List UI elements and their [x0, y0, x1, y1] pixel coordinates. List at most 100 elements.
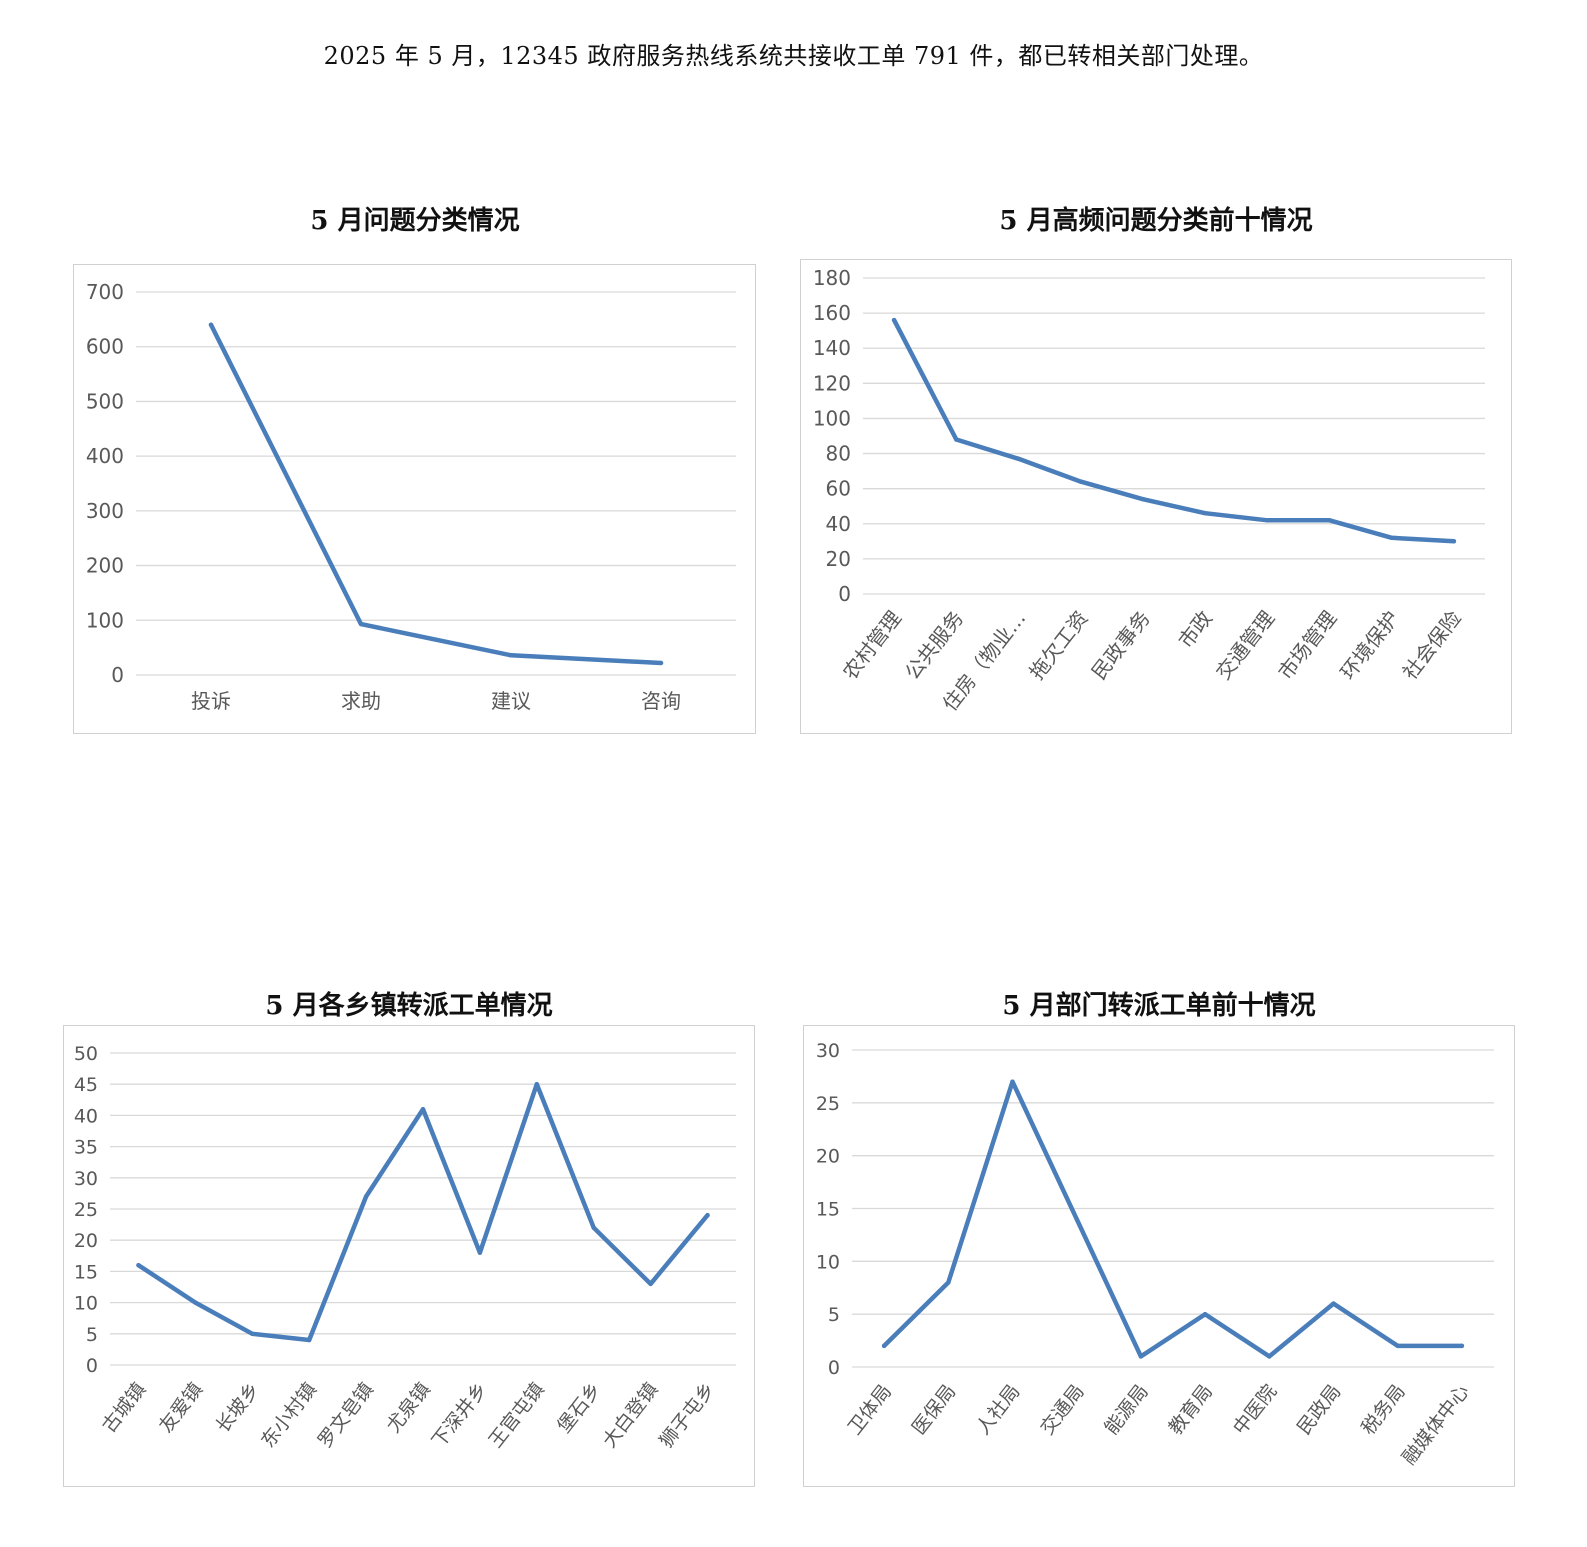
data-point	[363, 1194, 369, 1199]
data-point	[1327, 518, 1332, 523]
data-point	[534, 1082, 540, 1087]
y-tick-label: 10	[74, 1293, 98, 1315]
y-tick-label: 0	[111, 663, 124, 687]
x-category-label: 人社局	[972, 1381, 1024, 1439]
y-tick-label: 20	[826, 547, 851, 571]
y-tick-label: 200	[86, 554, 124, 578]
y-tick-label: 100	[86, 608, 124, 632]
x-category-label: 咨询	[641, 689, 681, 713]
x-category-label: 东小村镇	[257, 1379, 321, 1452]
data-point	[193, 1300, 198, 1305]
y-tick-label: 5	[86, 1324, 98, 1346]
x-category-label: 王官屯镇	[485, 1379, 549, 1452]
y-tick-label: 500	[86, 389, 124, 413]
chart-3-title: 5 月各乡镇转派工单情况	[265, 991, 553, 1021]
y-tick-label: 30	[816, 1040, 840, 1062]
data-point	[136, 1262, 141, 1268]
series-line	[891, 317, 1457, 544]
intro-text: 2025 年 5 月，12345 政府服务热线系统共接收工单 791 件，都已转…	[323, 42, 1264, 70]
y-tick-label: 0	[86, 1355, 98, 1377]
y-tick-label: 100	[813, 406, 851, 430]
y-tick-label: 35	[74, 1137, 98, 1159]
x-category-label: 民政事务	[1087, 606, 1155, 684]
data-point	[1331, 1301, 1336, 1306]
y-tick-label: 50	[74, 1043, 98, 1065]
data-point	[477, 1250, 483, 1255]
data-point	[1459, 1343, 1465, 1349]
data-point	[1010, 1079, 1015, 1084]
x-category-label: 下深井乡	[428, 1379, 492, 1452]
data-point	[705, 1213, 710, 1218]
y-tick-label: 10	[816, 1251, 840, 1273]
x-category-label: 建议	[491, 689, 531, 713]
y-tick-label: 600	[86, 335, 124, 359]
y-tick-label: 5	[828, 1304, 840, 1326]
x-category-label: 中医院	[1229, 1381, 1281, 1439]
data-point	[208, 322, 214, 328]
data-point	[1451, 539, 1457, 544]
x-category-label: 罗文皂镇	[314, 1379, 378, 1452]
y-tick-label: 400	[86, 444, 124, 468]
data-point	[358, 621, 364, 627]
chart-2-svg: 020406080100120140160180农村管理公共服务住房（物业…拖欠…	[813, 266, 1485, 716]
y-tick-label: 15	[74, 1261, 98, 1283]
x-category-label: 狮子屯乡	[655, 1379, 719, 1452]
y-tick-label: 60	[826, 477, 851, 501]
y-tick-label: 80	[826, 442, 851, 466]
y-tick-label: 40	[74, 1105, 98, 1127]
y-tick-label: 180	[813, 266, 851, 290]
y-tick-label: 25	[816, 1093, 840, 1115]
x-category-label: 能源局	[1100, 1381, 1152, 1439]
y-tick-label: 140	[813, 336, 851, 360]
chart-4-svg: 0 5 10 15 20 25 30 卫体局 医保局 人社局 交通局 能源局 教育局 中医院 民政局 税务局融…	[816, 1040, 1494, 1469]
x-category-label: 社会保险	[1398, 606, 1466, 684]
data-point	[648, 1281, 653, 1287]
data-point	[306, 1337, 312, 1343]
x-category-label: 农村管理	[838, 606, 906, 684]
data-point	[591, 1225, 596, 1230]
data-point	[1202, 1311, 1208, 1317]
x-category-label: 古城镇	[98, 1379, 150, 1437]
data-point	[1078, 479, 1083, 484]
x-category-label: 交通局	[1036, 1381, 1088, 1439]
x-category-label: 长坡乡	[212, 1379, 264, 1437]
x-category-label: 友爱镇	[155, 1379, 207, 1437]
data-point	[1140, 497, 1146, 502]
x-category-label: 尤泉镇	[383, 1379, 435, 1437]
chart-4-title: 5 月部门转派工单前十情况	[1002, 991, 1316, 1021]
data-point	[1395, 1343, 1400, 1349]
y-tick-label: 15	[816, 1199, 840, 1221]
chart-2-title: 5 月高频问题分类前十情况	[999, 206, 1313, 236]
data-point	[250, 1331, 255, 1336]
series-line	[881, 1079, 1465, 1359]
data-point	[1202, 511, 1208, 516]
data-point	[508, 653, 514, 658]
y-tick-label: 0	[838, 582, 851, 606]
data-point	[954, 437, 959, 442]
y-tick-label: 45	[74, 1074, 98, 1096]
data-point	[1267, 1354, 1272, 1359]
data-point	[1016, 456, 1021, 462]
data-point	[420, 1106, 426, 1112]
x-category-label: 堡石乡	[553, 1379, 605, 1437]
chart-3: 0 5 10 15 20 25 30 35 40 45 50 古城镇 友爱镇 长坡乡 东小村镇 罗文皂镇 尤泉镇…	[63, 1025, 755, 1487]
x-category-label: 公共服务	[900, 606, 968, 684]
y-tick-label: 40	[826, 512, 851, 536]
data-point	[1389, 535, 1394, 541]
y-tick-label: 0	[828, 1357, 840, 1379]
series-line	[208, 322, 664, 666]
x-category-label: 税务局	[1357, 1381, 1409, 1439]
series-line	[136, 1081, 710, 1343]
data-point	[1074, 1216, 1079, 1222]
x-category-label: 交通管理	[1211, 606, 1279, 684]
chart-1-svg: 0 100 200 300 400 500 600 700 投诉 求助 建议 咨询	[86, 280, 736, 713]
x-category-label: 拖欠工资	[1024, 606, 1092, 684]
x-category-label: 教育局	[1165, 1381, 1217, 1439]
x-category-label: 医保局	[908, 1381, 960, 1439]
y-tick-label: 700	[86, 280, 124, 304]
y-tick-label: 25	[74, 1199, 98, 1221]
x-category-label: 市场管理	[1273, 606, 1341, 684]
y-tick-label: 20	[74, 1230, 98, 1252]
x-category-label: 大白登镇	[598, 1379, 662, 1452]
